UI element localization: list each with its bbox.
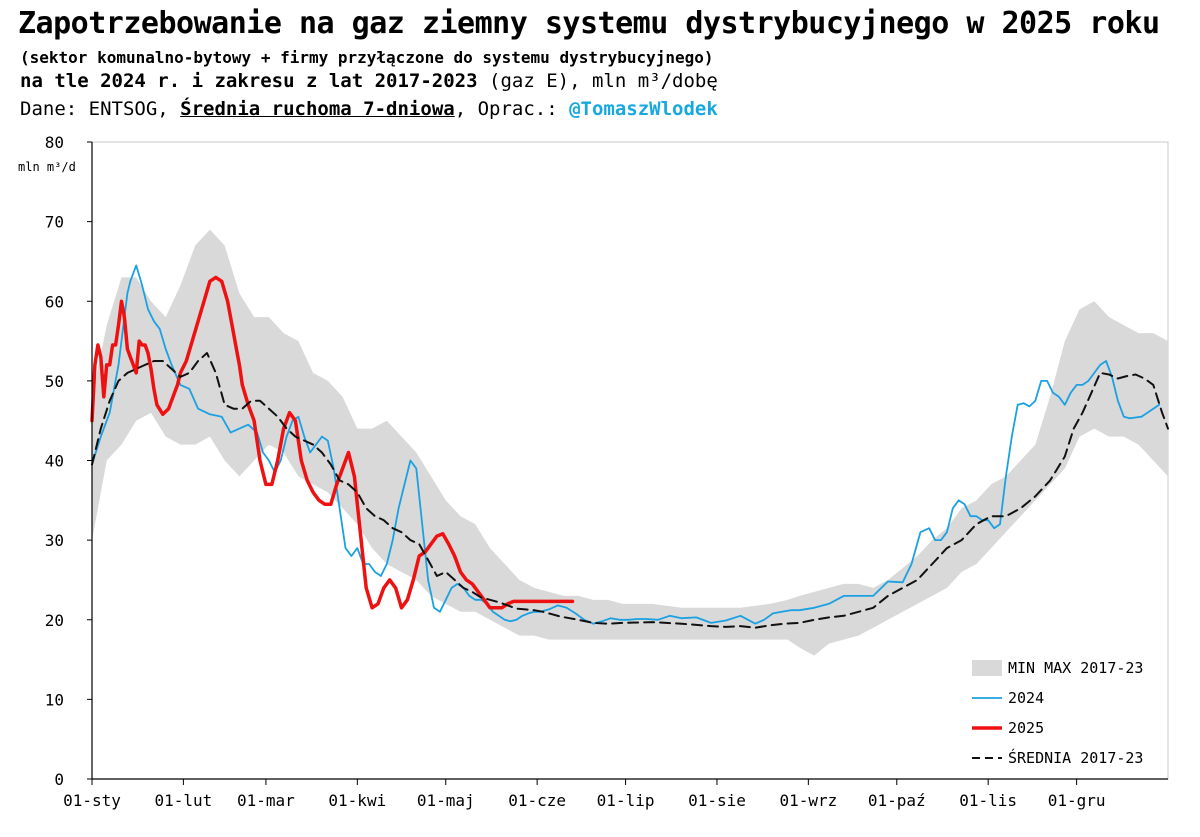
subtitle-context-bold: na tle 2024 r. i zakresu z lat 2017-2023 [20, 70, 478, 92]
chart-subtitle-sector: (sektor komunalno-bytowy + firmy przyłąc… [20, 48, 714, 67]
y-tick-label: 20 [45, 611, 64, 630]
y-tick-label: 0 [54, 770, 64, 789]
author-handle-link[interactable]: @TomaszWlodek [569, 98, 718, 120]
series-line-2025 [90, 275, 575, 610]
y-tick-label: 30 [45, 531, 64, 550]
x-tick-label: 01-cze [508, 791, 566, 810]
source-prefix: Dane: ENTSOG, [20, 98, 181, 120]
y-tick-label: 60 [45, 292, 64, 311]
y-axis-unit-label: mln m³/d [18, 160, 76, 174]
x-tick-label: 01-paź [868, 791, 926, 810]
y-tick-label: 50 [45, 372, 64, 391]
x-tick-label: 01-wrz [779, 791, 837, 810]
legend-label: MIN MAX 2017-23 [1008, 659, 1143, 677]
chart-source-line: Dane: ENTSOG, Średnia ruchoma 7-dniowa, … [20, 98, 718, 120]
legend-label: 2025 [1008, 719, 1044, 737]
x-tick-label: 01-gru [1048, 791, 1106, 810]
x-tick-label: 01-lut [154, 791, 212, 810]
y-tick-label: 10 [45, 690, 64, 709]
subtitle-context-rest: (gaz E), mln m³/dobę [477, 70, 718, 92]
x-tick-label: 01-sty [63, 791, 121, 810]
legend-swatch-band [972, 660, 1002, 676]
x-tick-label: 01-sie [688, 791, 746, 810]
legend-label: ŚREDNIA 2017-23 [1008, 748, 1143, 767]
y-tick-label: 80 [45, 133, 64, 152]
x-tick-label: 01-lis [959, 791, 1017, 810]
source-mid: , Oprac.: [454, 98, 570, 120]
x-tick-label: 01-lip [597, 791, 655, 810]
chart-subtitle-context: na tle 2024 r. i zakresu z lat 2017-2023… [20, 70, 718, 92]
y-tick-label: 40 [45, 452, 64, 471]
legend-label: 2024 [1008, 689, 1044, 707]
series-line-średnia-2017-23 [91, 352, 1169, 629]
x-tick-label: 01-mar [237, 791, 295, 810]
x-tick-label: 01-maj [417, 791, 475, 810]
x-tick-label: 01-kwi [328, 791, 386, 810]
source-moving-average: Średnia ruchoma 7-dniowa [180, 98, 455, 120]
y-tick-label: 70 [45, 213, 64, 232]
chart-title: Zapotrzebowanie na gaz ziemny systemu dy… [18, 6, 1160, 41]
